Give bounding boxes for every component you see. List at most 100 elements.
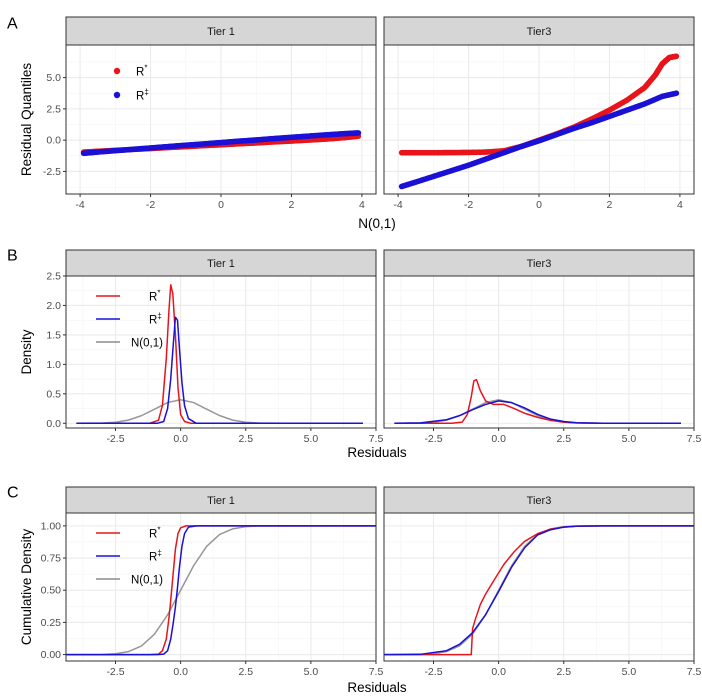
x-tick-label: -2.5 (424, 666, 442, 678)
facet-strip-label: Tier 1 (207, 495, 235, 507)
series-line-r-star (76, 284, 363, 425)
x-tick-label: 0.0 (173, 433, 188, 445)
plot-background (384, 276, 694, 428)
y-tick-label: 0.25 (41, 617, 62, 629)
plot-frame (65, 275, 377, 429)
facet-tier-3: Tier3 -2.5 0.0 2.5 5.0 7.5 (383, 249, 702, 445)
legend: R*R‡N(0,1) (96, 526, 163, 587)
legend-label: R* (136, 64, 147, 79)
x-tick-label: 7.5 (687, 433, 702, 445)
x-axis-title: Residuals (347, 445, 407, 460)
legend-label-superscript: * (157, 289, 160, 298)
legend-key (113, 91, 121, 99)
x-tick-label: 5.0 (622, 433, 637, 445)
point (355, 130, 362, 136)
facet-strip-label: Tier 1 (207, 26, 235, 38)
y-tick-label: 0.75 (41, 553, 62, 565)
x-axis-title: Residuals (347, 680, 407, 695)
legend-label-superscript: * (144, 64, 147, 73)
point (673, 53, 680, 60)
y-axis-title: Density (19, 329, 34, 374)
panel-label: A (7, 15, 18, 32)
y-tick-label: 0.50 (41, 585, 62, 597)
facet-strip-label: Tier3 (527, 258, 552, 270)
x-tick-label: 0.0 (173, 666, 188, 678)
x-tick-label: 4 (359, 199, 365, 211)
y-tick-label: 2.0 (46, 300, 61, 312)
facet-strip-label: Tier3 (527, 495, 552, 507)
data-layer (80, 130, 362, 157)
facet-tier-1: Tier 1 -2.5 0.0 2.5 5.0 7.5 0.00 0.25 0.50 0.75 1.… (41, 486, 384, 678)
legend-label: N(0,1) (131, 338, 163, 350)
plot-background (384, 513, 694, 661)
x-tick-label: 0.0 (491, 433, 506, 445)
series-line-normal (66, 525, 376, 656)
data-layer (384, 525, 694, 656)
plot-background (66, 276, 376, 428)
facet-strip (65, 486, 377, 514)
plot-background (66, 513, 376, 661)
x-tick-label: 0.0 (491, 666, 506, 678)
panel-label: B (7, 247, 18, 264)
x-tick-label: 2.5 (238, 666, 253, 678)
y-tick-label: 5.0 (46, 72, 61, 84)
facet-tier-1: Tier 1-4 -2 0 2 4-2.50.02.55.0 R*R‡ (43, 16, 377, 211)
plot-frame (65, 512, 377, 662)
data-layer (398, 53, 680, 190)
legend-label: R* (149, 289, 160, 304)
x-tick-label: 5.0 (304, 433, 319, 445)
x-tick-label: 2.5 (238, 433, 253, 445)
x-tick-label: -2 (464, 199, 473, 211)
y-tick-label: 1.5 (46, 329, 61, 341)
x-tick-label: 2 (607, 199, 613, 211)
facet-strip (65, 16, 377, 46)
x-tick-label: -4 (393, 199, 402, 211)
panel-B: B Tier 1 -2.5 0.0 2.5 5.0 7.5 0.0 0.5 1.0 1.5 2.0 2.… (7, 247, 701, 460)
series-line-r-ddag (66, 525, 376, 656)
y-axis-title: Cumulative Density (19, 529, 34, 646)
facet-strip (383, 249, 695, 277)
series-line-r-ddag (394, 400, 681, 425)
series-line-r-star (66, 525, 376, 656)
x-tick-label: -2.5 (106, 666, 124, 678)
panel-A: A Tier 1-4 -2 0 2 4-2.50.02.55.0 R*R‡Tier3-4 -2… (7, 15, 695, 231)
facet-tier-3: Tier3 -2.5 0.0 2.5 5.0 7.5 (383, 486, 701, 678)
y-tick-label: 2.5 (46, 103, 61, 115)
data-layer (76, 284, 363, 425)
legend-label: R* (149, 526, 160, 541)
legend-label-superscript: ‡ (157, 312, 161, 321)
facet-strip (383, 486, 695, 514)
legend-key (113, 67, 121, 75)
facet-tier-1: Tier 1 -2.5 0.0 2.5 5.0 7.5 0.0 0.5 1.0 1.5 2.0 2.5… (46, 249, 383, 445)
y-tick-label: 0.5 (46, 388, 61, 400)
x-tick-label: 7.5 (369, 666, 384, 678)
x-tick-label: 5.0 (304, 666, 319, 678)
x-tick-label: 0 (536, 199, 542, 211)
facet-strip (383, 16, 695, 46)
y-tick-label: 2.5 (46, 271, 61, 283)
y-tick-label: -2.5 (43, 166, 61, 178)
facet-strip-label: Tier3 (527, 26, 552, 38)
legend-label-superscript: * (157, 526, 160, 535)
y-tick-label: 0.0 (46, 418, 61, 430)
facet-strip (65, 249, 377, 277)
x-axis-title: N(0,1) (358, 216, 396, 231)
y-tick-label: 0.0 (46, 135, 61, 147)
point (673, 90, 680, 97)
x-tick-label: -4 (75, 199, 84, 211)
x-tick-label: -2.5 (106, 433, 124, 445)
y-tick-label: 0.00 (41, 649, 62, 661)
data-layer (66, 525, 376, 656)
x-tick-label: 2 (289, 199, 295, 211)
panel-C: C Tier 1 -2.5 0.0 2.5 5.0 7.5 0.00 0.25 0.50 0.75 1… (7, 484, 701, 695)
x-tick-label: 4 (677, 199, 683, 211)
panel-label: C (7, 484, 19, 501)
x-tick-label: 2.5 (556, 433, 571, 445)
legend-label-superscript: ‡ (157, 549, 161, 558)
y-tick-label: 1.00 (41, 520, 62, 532)
facet-tier-3: Tier3 -4 -2 0 2 4 (383, 16, 695, 211)
series-line-r-ddag (384, 525, 694, 656)
y-axis-title: Residual Quantiles (19, 63, 34, 177)
legend-label-superscript: ‡ (144, 88, 148, 97)
